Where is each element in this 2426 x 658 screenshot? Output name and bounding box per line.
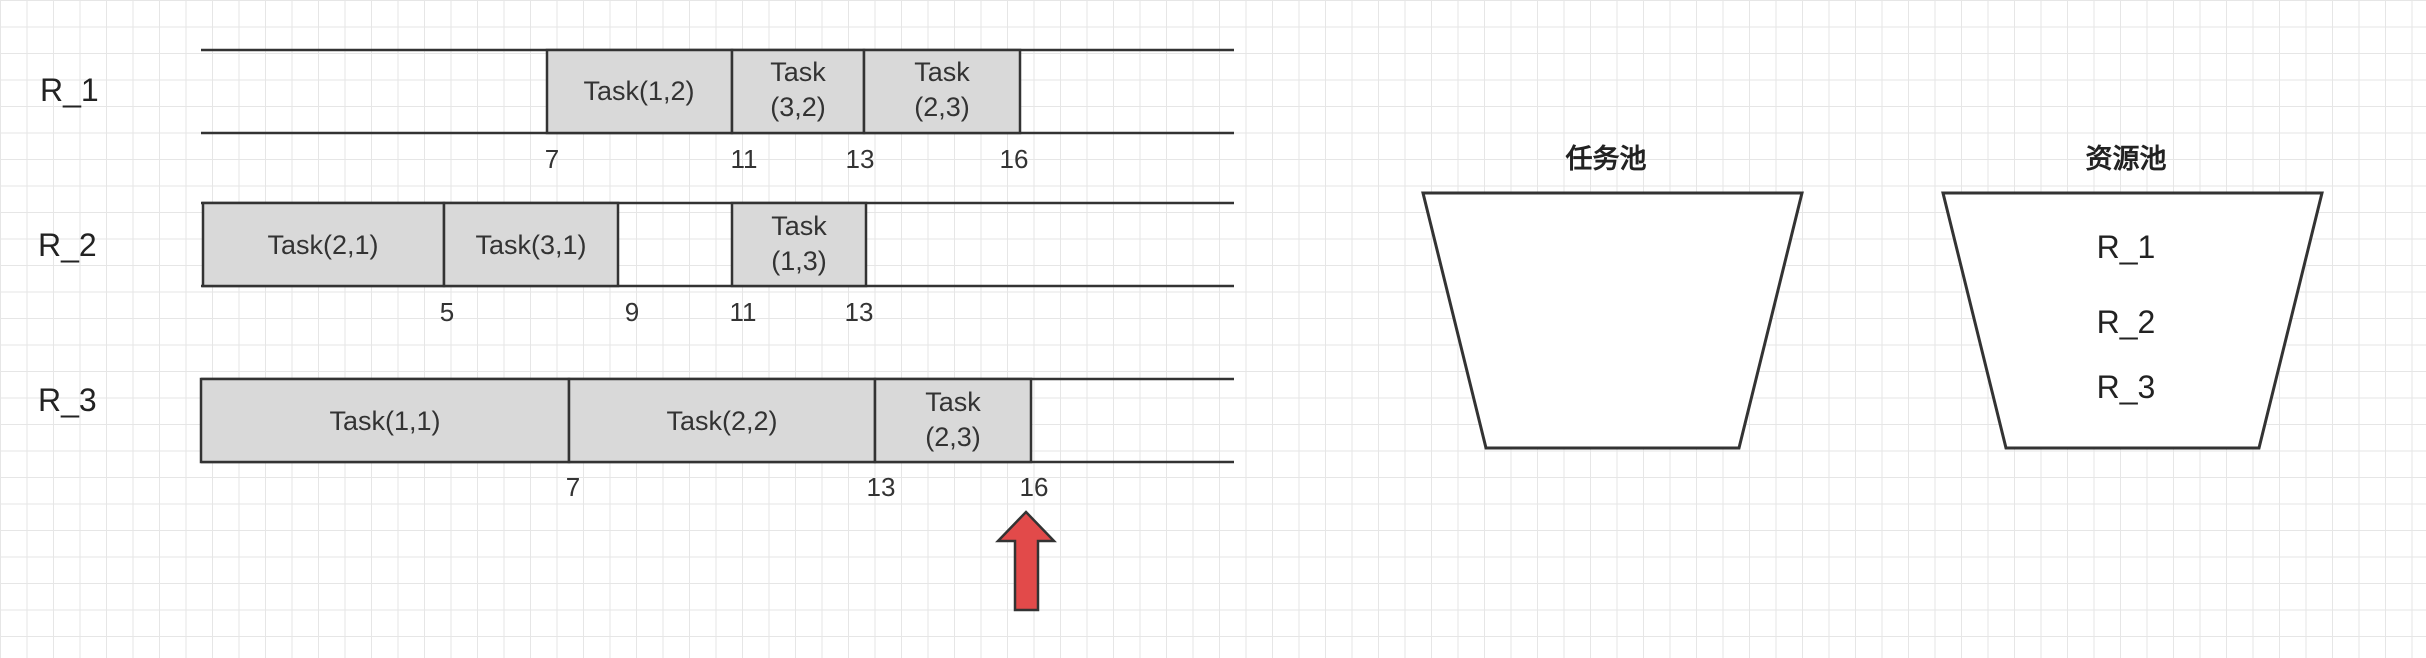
task-pool-shape (1421, 191, 1804, 450)
task-label: Task (771, 211, 827, 241)
resource-pool-title: 资源池 (2086, 144, 2167, 175)
task-block (873, 377, 1033, 464)
resource-item-r3: R_3 (2097, 369, 2156, 405)
time-tick: 7 (545, 144, 559, 174)
task-label: Task(1,2) (583, 76, 694, 106)
time-tick: 16 (1020, 472, 1049, 502)
resource-item-r2: R_2 (2097, 304, 2156, 340)
lane-label-r3: R_3 (38, 382, 97, 418)
task-label: (1,3) (771, 246, 827, 276)
time-tick: 11 (731, 144, 758, 174)
task-label: (2,3) (914, 92, 970, 122)
task-pool: 任务池 (1421, 144, 1804, 450)
lane-label-r2: R_2 (38, 227, 97, 263)
task-label: (3,2) (770, 92, 826, 122)
lane-r2: R_2 Task(2,1) Task(3,1) Task (1,3) 5 9 1… (38, 201, 1234, 327)
time-tick: 13 (845, 297, 874, 327)
time-tick: 13 (846, 144, 875, 174)
time-tick: 9 (625, 297, 639, 327)
task-pool-title: 任务池 (1565, 144, 1647, 175)
lane-r3: R_3 Task(1,1) Task(2,2) Task (2,3) 7 13 … (38, 377, 1234, 502)
lane-label-r1: R_1 (40, 72, 99, 108)
task-label: Task(3,1) (475, 230, 586, 260)
task-label: Task(1,1) (329, 406, 440, 436)
time-tick: 5 (440, 297, 454, 327)
task-block (545, 48, 734, 135)
task-block (730, 48, 866, 135)
task-label: (2,3) (925, 422, 981, 452)
time-tick: 7 (566, 472, 580, 502)
task-block (862, 48, 1022, 135)
task-block (201, 201, 446, 288)
task-label: Task(2,2) (666, 406, 777, 436)
time-tick: 11 (730, 297, 757, 327)
time-tick: 16 (1000, 144, 1029, 174)
task-block (442, 201, 620, 288)
up-arrow-icon (995, 510, 1057, 612)
resource-item-r1: R_1 (2097, 229, 2156, 265)
resource-pool: 资源池 R_1 R_2 R_3 (1941, 144, 2324, 450)
task-label: Task (770, 57, 826, 87)
task-block (730, 201, 868, 288)
lane-r1: R_1 Task(1,2) Task (3,2) Task (2,3) 7 11… (40, 48, 1234, 174)
task-label: Task (914, 57, 970, 87)
task-block (199, 377, 571, 464)
resource-pool-shape (1941, 191, 2324, 450)
task-label: Task(2,1) (267, 230, 378, 260)
task-block (567, 377, 877, 464)
task-label: Task (925, 387, 981, 417)
time-tick: 13 (867, 472, 896, 502)
